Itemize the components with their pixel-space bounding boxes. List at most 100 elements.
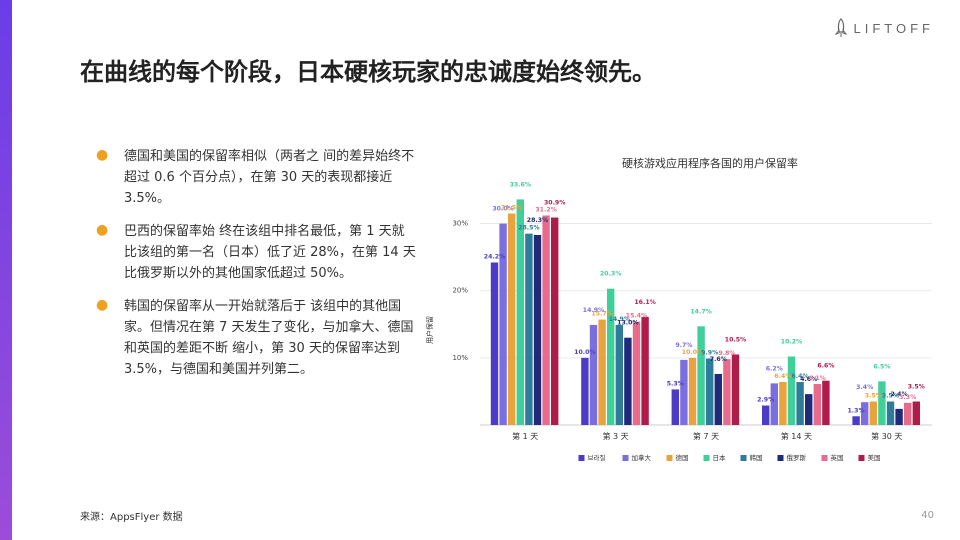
legend-label: 俄罗斯 — [787, 453, 807, 462]
data-label: 15.4% — [626, 313, 647, 320]
bar — [706, 358, 714, 425]
data-label: 9.7% — [675, 342, 692, 349]
bullet-dot-icon: ● — [96, 222, 109, 238]
bullet-dot-icon: ● — [96, 297, 109, 313]
bar — [895, 408, 903, 425]
bar — [787, 356, 796, 425]
data-label: 3.4% — [856, 384, 873, 391]
bar — [641, 316, 649, 425]
data-label: 6.4% — [774, 373, 791, 380]
data-label: 9.9% — [701, 350, 718, 357]
bullet-text: 韩国的保留率从一开始就落后于 该组中的其他国家。但情况在第 7 天发生了变化，与… — [124, 299, 414, 377]
data-label: 10.2% — [781, 339, 802, 346]
bar — [508, 213, 516, 425]
x-tick-label: 第 1 天 — [512, 431, 538, 441]
bar — [632, 321, 641, 425]
legend-swatch — [740, 455, 747, 461]
data-label: 28.3% — [527, 217, 548, 224]
data-label: 28.5% — [518, 225, 539, 232]
data-label: 30.0% — [492, 206, 513, 213]
data-label: 31.2% — [535, 207, 556, 214]
bullet-item: ● 韩国的保留率从一开始就落后于 该组中的其他国家。但情况在第 7 天发生了变化，… — [96, 296, 416, 380]
retention-chart: 硬核游戏应用程序各国的用户保留率 用户保留 10% 20% 30% 24.2% 30.… — [425, 156, 932, 462]
legend-swatch — [821, 455, 828, 461]
bar — [624, 337, 632, 425]
legend-swatch — [666, 455, 673, 461]
bar — [589, 324, 598, 425]
data-label: 3.5% — [865, 393, 882, 400]
bar — [581, 357, 589, 425]
bar — [499, 223, 507, 425]
data-label: 14.9% — [583, 307, 604, 314]
legend-label: 美国 — [868, 453, 881, 462]
data-label: 15.7% — [591, 311, 612, 318]
bar — [490, 262, 499, 425]
bar — [770, 383, 778, 425]
legend-swatch — [858, 455, 865, 461]
bar — [516, 199, 524, 425]
data-label: 3.3% — [899, 394, 916, 401]
data-label: 31.5% — [501, 205, 522, 212]
data-label: 6.2% — [766, 365, 783, 372]
bar — [723, 359, 731, 425]
data-label: 16.1% — [634, 299, 655, 306]
data-label: 2.4% — [891, 391, 908, 398]
data-label: 10.0% — [682, 349, 703, 356]
legend-label: 브라질 — [588, 453, 606, 462]
bar — [796, 382, 804, 425]
x-tick-label: 第 30 天 — [871, 431, 902, 441]
bar — [869, 401, 877, 425]
legend-label: 英国 — [831, 453, 844, 462]
bullet-dot-icon: ● — [96, 147, 109, 163]
legend-swatch — [622, 455, 629, 461]
bar — [762, 405, 770, 425]
legend-label: 日本 — [713, 453, 727, 462]
bar — [615, 324, 623, 425]
data-label: 7.6% — [710, 356, 727, 363]
bar — [688, 357, 697, 425]
data-label: 6.4% — [792, 373, 809, 380]
data-label: 14.9% — [609, 316, 630, 323]
data-label: 13.0% — [617, 320, 638, 327]
bar — [607, 288, 615, 425]
data-label: 2.9% — [757, 397, 774, 404]
bar — [714, 373, 722, 425]
bar — [852, 416, 860, 425]
bar — [912, 401, 920, 425]
data-label: 3.5% — [882, 393, 899, 400]
legend-swatch — [777, 455, 784, 461]
bullet-item: ● 德国和美国的保留率相似（两者之 间的差异始终不超过 0.6 个百分点），在第 … — [96, 146, 416, 209]
bar — [904, 402, 912, 425]
x-tick-label: 第 7 天 — [693, 431, 719, 441]
data-label: 30.9% — [544, 200, 565, 207]
page-number: 40 — [921, 510, 934, 521]
data-label: 1.3% — [848, 407, 865, 414]
legend-label: 德国 — [676, 453, 689, 462]
chart-title: 硬核游戏应用程序各国的用户保留率 — [622, 156, 798, 170]
data-label: 3.5% — [908, 384, 925, 391]
data-label: 9.8% — [718, 350, 735, 357]
rocket-icon — [834, 18, 847, 37]
bar — [671, 389, 679, 425]
data-label: 24.2% — [484, 254, 505, 261]
data-label: 20.3% — [600, 271, 621, 278]
legend-label: 加拿大 — [632, 453, 652, 462]
bar — [598, 319, 606, 425]
bar — [779, 382, 787, 425]
legend-swatch — [703, 455, 710, 461]
brand-logo: LIFTOFF — [834, 18, 934, 38]
accent-bar — [0, 0, 12, 540]
bar — [542, 215, 550, 425]
bar — [731, 354, 740, 425]
bar — [878, 381, 886, 425]
y-tick-label: 10% — [452, 354, 468, 362]
bar — [813, 384, 821, 425]
bar — [886, 401, 895, 425]
data-label: 5.3% — [667, 380, 684, 387]
data-label: 14.7% — [690, 308, 711, 315]
bullet-item: ● 巴西的保留率始 终在该组中排名最低，第 1 天就比该组的第一名（日本）低了近 … — [96, 221, 416, 284]
bar — [551, 217, 559, 425]
y-tick-label: 20% — [452, 287, 468, 295]
data-label: 4.6% — [800, 376, 817, 383]
bar — [697, 326, 705, 425]
